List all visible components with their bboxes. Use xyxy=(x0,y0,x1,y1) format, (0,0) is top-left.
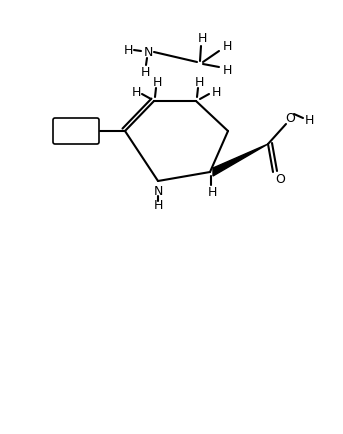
Text: N: N xyxy=(143,46,153,59)
Text: H: H xyxy=(152,76,162,88)
Text: Abs: Abs xyxy=(66,127,86,137)
Text: O: O xyxy=(275,173,285,186)
Text: H: H xyxy=(131,85,141,98)
Text: H: H xyxy=(197,33,207,46)
Text: H: H xyxy=(222,40,232,53)
Text: H: H xyxy=(207,186,217,199)
Text: H: H xyxy=(211,85,221,98)
Text: O: O xyxy=(285,112,295,125)
Text: H: H xyxy=(123,43,133,56)
Text: H: H xyxy=(304,114,314,127)
Text: H: H xyxy=(222,63,232,76)
Text: H: H xyxy=(194,76,204,88)
Text: H: H xyxy=(140,66,150,79)
Polygon shape xyxy=(213,145,268,177)
Text: N: N xyxy=(153,185,163,198)
Text: H: H xyxy=(153,199,163,212)
FancyBboxPatch shape xyxy=(53,119,99,145)
